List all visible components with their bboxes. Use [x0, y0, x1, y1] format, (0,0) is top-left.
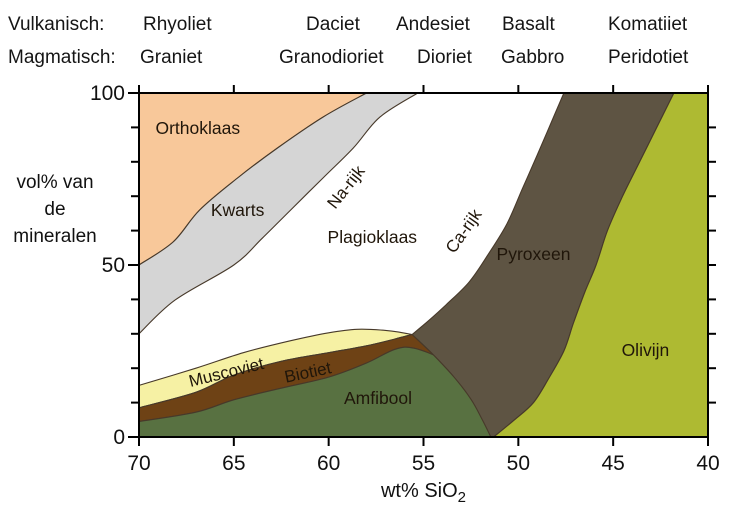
- label-orthoklaas: Orthoklaas: [155, 118, 240, 138]
- y-axis-label-line: mineralen: [13, 226, 96, 247]
- rock-komatiiet: Komatiiet: [608, 14, 688, 35]
- label-pyroxeen: Pyroxeen: [497, 244, 571, 264]
- rock-graniet: Graniet: [140, 47, 203, 68]
- label-plagioklaas: Plagioklaas: [328, 227, 418, 247]
- row-label-magmatisch: Magmatisch:: [8, 47, 116, 68]
- y-tick-label: 0: [113, 426, 125, 449]
- rock-andesiet: Andesiet: [396, 14, 470, 35]
- x-tick-label: 65: [222, 452, 245, 475]
- x-tick-label: 70: [127, 452, 150, 475]
- x-axis-label: wt% SiO2: [380, 480, 466, 506]
- region-olivijn: [493, 92, 709, 438]
- y-tick-label: 50: [102, 254, 125, 277]
- region-kwarts: [138, 92, 419, 335]
- rock-dioriet: Dioriet: [417, 47, 472, 68]
- label-olivijn: Olivijn: [622, 340, 670, 360]
- rock-rhyoliet: Rhyoliet: [143, 14, 212, 35]
- rock-gabbro: Gabbro: [501, 47, 565, 68]
- x-tick-label: 60: [317, 452, 340, 475]
- x-tick-label: 50: [507, 452, 530, 475]
- y-axis-label-line: vol% van: [16, 172, 93, 193]
- rock-basalt: Basalt: [502, 14, 555, 35]
- x-tick-label: 45: [601, 452, 624, 475]
- label-amfibool: Amfibool: [344, 388, 412, 408]
- y-tick-label: 100: [90, 82, 125, 105]
- row-label-vulkanisch: Vulkanisch:: [8, 14, 105, 35]
- rock-daciet: Daciet: [306, 14, 360, 35]
- y-axis-label-line: de: [44, 199, 65, 220]
- rock-peridotiet: Peridotiet: [608, 47, 689, 68]
- label-ca-rijk: Ca-rijk: [442, 205, 486, 257]
- label-kwarts: Kwarts: [211, 200, 265, 220]
- rock-granodioriet: Granodioriet: [279, 47, 384, 68]
- x-tick-label: 55: [412, 452, 435, 475]
- x-tick-label: 40: [696, 452, 719, 475]
